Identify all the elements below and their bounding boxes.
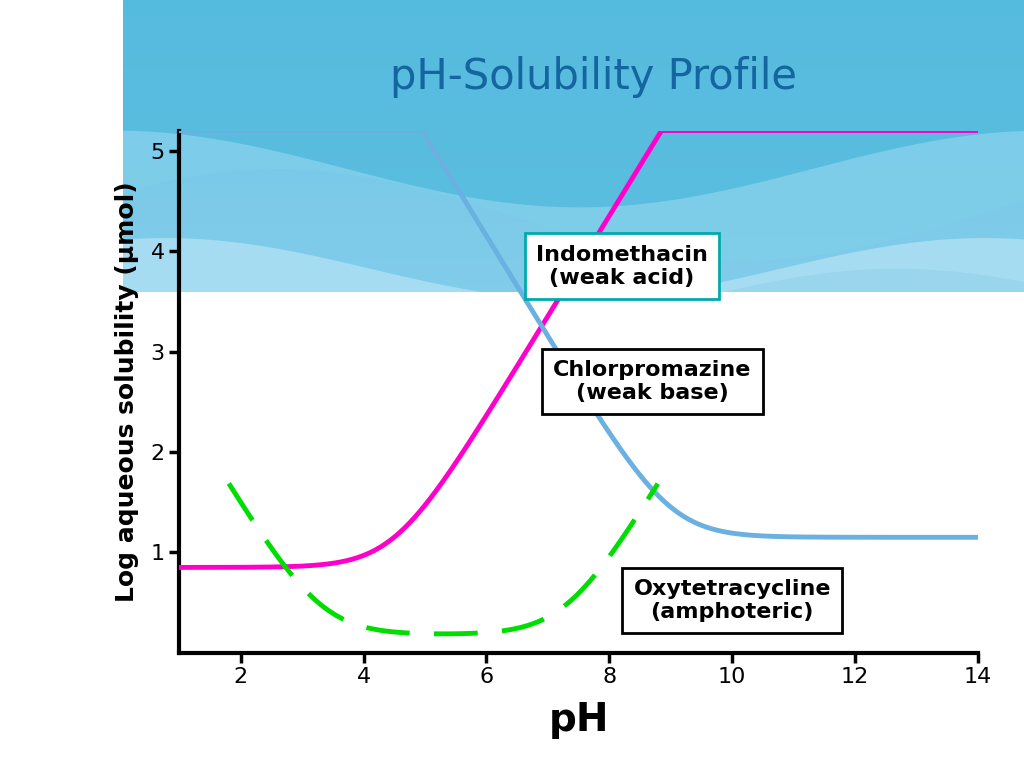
Bar: [0, 343, 1024, 768]
Bar: [0, 256, 1024, 768]
Bar: [0, 601, 1024, 768]
Bar: [0, 650, 1024, 768]
Bar: [0, 381, 1024, 768]
Bar: [0, 573, 1024, 768]
Bar: [0, 678, 1024, 768]
Bar: [0, 505, 1024, 768]
Bar: [0, 688, 1024, 768]
Bar: [0, 390, 1024, 768]
Bar: [0, 419, 1024, 768]
Bar: [0, 707, 1024, 768]
Bar: [0, 266, 1024, 768]
Bar: [0, 746, 1024, 768]
Bar: [0, 631, 1024, 768]
Bar: [0, 496, 1024, 768]
Bar: [0, 727, 1024, 768]
Bar: [0, 409, 1024, 768]
Bar: [0, 227, 1024, 768]
Bar: [0, 304, 1024, 768]
Bar: [0, 352, 1024, 768]
Bar: [0, 697, 1024, 768]
Bar: [0, 275, 1024, 768]
Bar: [0, 717, 1024, 768]
Bar: [0, 208, 1024, 768]
X-axis label: pH: pH: [548, 701, 609, 740]
Bar: [0, 458, 1024, 768]
Bar: [0, 640, 1024, 768]
Bar: [0, 659, 1024, 768]
Bar: [0, 313, 1024, 768]
Bar: [0, 535, 1024, 768]
Bar: [0, 371, 1024, 768]
Bar: [0, 198, 1024, 768]
Bar: [0, 486, 1024, 768]
Bar: [0, 467, 1024, 768]
Y-axis label: Log aqueous solubility (μmol): Log aqueous solubility (μmol): [116, 181, 139, 602]
Text: Chlorpromazine
(weak base): Chlorpromazine (weak base): [553, 360, 752, 403]
Polygon shape: [0, 238, 1024, 415]
Bar: [0, 189, 1024, 768]
Bar: [0, 333, 1024, 768]
Bar: [0, 621, 1024, 768]
Text: Oxytetracycline
(amphoteric): Oxytetracycline (amphoteric): [634, 579, 830, 622]
Bar: [0, 515, 1024, 768]
Bar: [0, 477, 1024, 768]
Bar: [0, 323, 1024, 768]
Bar: [0, 0, 123, 768]
Bar: [0, 237, 1024, 768]
Bar: [0, 755, 1024, 768]
Bar: [0, 292, 1024, 768]
Bar: [0, 294, 1024, 768]
Bar: [0, 429, 1024, 768]
Bar: [0, 285, 1024, 768]
Bar: [0, 400, 1024, 768]
Bar: [0, 247, 1024, 768]
Bar: [0, 592, 1024, 768]
Bar: [0, 563, 1024, 768]
Bar: [0, 669, 1024, 768]
Bar: [0, 448, 1024, 768]
Bar: [0, 525, 1024, 768]
Bar: [0, 554, 1024, 768]
Bar: [0, 736, 1024, 768]
Bar: [0, 217, 1024, 768]
Polygon shape: [0, 131, 1024, 346]
Bar: [0, 362, 1024, 768]
Bar: [0, 611, 1024, 768]
Bar: [0, 544, 1024, 768]
Text: pH-Solubility Profile: pH-Solubility Profile: [390, 56, 798, 98]
Bar: [0, 439, 1024, 768]
Polygon shape: [0, 0, 1024, 261]
Bar: [0, 582, 1024, 768]
Text: Indomethacin
(weak acid): Indomethacin (weak acid): [536, 244, 708, 288]
